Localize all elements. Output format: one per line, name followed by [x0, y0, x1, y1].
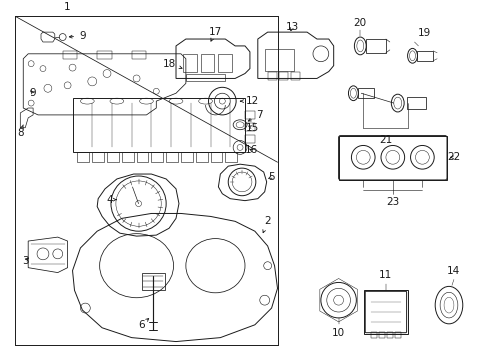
Bar — [291, 72, 300, 80]
Text: 22: 22 — [447, 152, 460, 162]
Bar — [92, 152, 104, 162]
Text: 10: 10 — [331, 328, 345, 338]
Bar — [358, 88, 373, 98]
Text: 20: 20 — [353, 18, 366, 28]
Text: 2: 2 — [263, 216, 270, 233]
Text: 12: 12 — [240, 96, 259, 106]
Bar — [279, 72, 288, 80]
Bar — [364, 290, 407, 334]
Bar — [370, 332, 376, 338]
Bar — [72, 98, 244, 152]
Text: 6: 6 — [138, 319, 148, 330]
Bar — [386, 332, 392, 338]
Bar — [166, 152, 178, 162]
Text: 14: 14 — [447, 266, 460, 275]
Bar — [195, 152, 207, 162]
Text: 19: 19 — [417, 28, 430, 38]
Text: 23: 23 — [386, 197, 399, 207]
Bar — [378, 332, 384, 338]
Bar — [122, 152, 133, 162]
Bar — [264, 49, 294, 71]
Text: 1: 1 — [64, 3, 71, 12]
Bar — [244, 111, 254, 119]
Text: 13: 13 — [285, 22, 298, 32]
Bar — [107, 152, 119, 162]
Bar — [244, 123, 254, 131]
Text: 5: 5 — [268, 172, 274, 182]
Bar — [338, 136, 446, 180]
Text: 3: 3 — [22, 256, 28, 266]
Bar — [131, 51, 146, 59]
Bar — [366, 39, 385, 53]
Bar — [136, 152, 148, 162]
Bar — [244, 135, 254, 143]
Bar — [97, 51, 112, 59]
Text: 7: 7 — [248, 110, 263, 121]
Text: 11: 11 — [379, 270, 392, 280]
Text: 21: 21 — [379, 135, 392, 145]
Bar — [185, 73, 225, 81]
Bar — [62, 51, 77, 59]
Bar — [141, 273, 165, 290]
Text: 9: 9 — [30, 88, 36, 98]
Text: 4: 4 — [106, 195, 116, 204]
Text: 17: 17 — [208, 27, 222, 41]
Bar — [77, 152, 89, 162]
Text: 9: 9 — [69, 31, 85, 41]
Bar — [417, 51, 432, 61]
Bar — [200, 54, 214, 72]
Bar — [181, 152, 192, 162]
Bar — [394, 332, 400, 338]
Bar — [183, 54, 196, 72]
Bar — [406, 97, 426, 109]
Bar — [225, 152, 237, 162]
Text: 15: 15 — [246, 123, 259, 133]
Text: 8: 8 — [17, 125, 23, 138]
Bar — [267, 72, 276, 80]
Text: 18: 18 — [162, 59, 182, 69]
Bar — [218, 54, 232, 72]
Text: 16: 16 — [245, 145, 258, 156]
Bar — [210, 152, 222, 162]
Bar — [151, 152, 163, 162]
